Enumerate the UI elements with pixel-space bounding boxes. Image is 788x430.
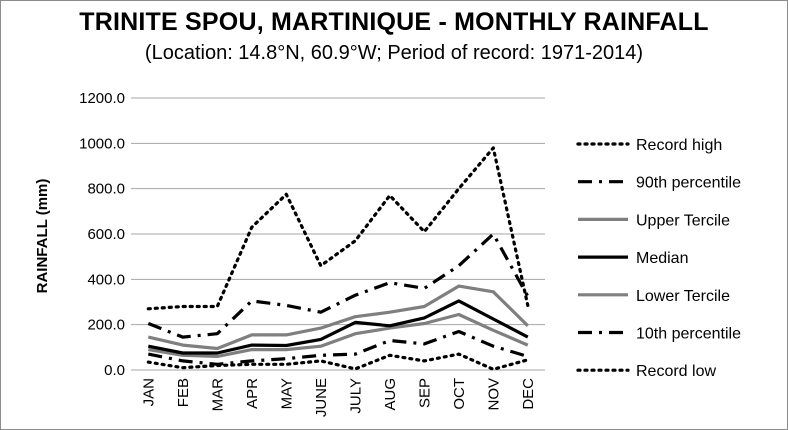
- y-tick-label: 200.0: [87, 317, 125, 334]
- legend-label: Record low: [636, 363, 716, 380]
- x-tick-label: FEB: [175, 378, 192, 407]
- x-tick-label: APR: [244, 378, 261, 409]
- y-tick-label: 0.0: [104, 362, 125, 379]
- gridlines: [131, 97, 545, 371]
- x-tick-label: MAR: [209, 378, 226, 412]
- x-tick-label: NOV: [485, 378, 502, 411]
- series-line-median: [147, 299, 529, 355]
- y-tick-label: 1200.0: [79, 90, 125, 107]
- legend-label: Upper Tercile: [636, 212, 730, 229]
- x-tick-label: JULY: [347, 378, 364, 414]
- x-axis-ticks: JAN FEB MAR APR MAY JUNE JULY AUG SEP OCT NOV DEC: [140, 378, 537, 417]
- legend-label: 90th percentile: [636, 175, 741, 192]
- x-tick-label: SEP: [416, 378, 433, 408]
- x-tick-label: MAY: [278, 378, 295, 409]
- series-line-upper-tercile: [147, 284, 529, 351]
- x-tick-label: OCT: [451, 378, 468, 410]
- series-line-90th-percentile: [147, 232, 530, 339]
- y-tick-label: 1000.0: [79, 135, 125, 152]
- legend-label: Median: [636, 250, 688, 267]
- chart-subtitle: (Location: 14.8°N, 60.9°W; Period of rec…: [144, 42, 644, 64]
- legend-label: Record high: [636, 137, 722, 154]
- x-tick-label: JUNE: [313, 378, 330, 417]
- legend-label: 10th percentile: [636, 326, 741, 343]
- y-tick-label: 600.0: [87, 226, 125, 243]
- series-line-record-high: [146, 146, 530, 311]
- x-tick-label: JAN: [140, 378, 157, 406]
- legend: Record high 90th percentile Upper Tercile M…: [576, 137, 741, 380]
- series-line-lower-tercile: [148, 312, 529, 358]
- x-tick-label: DEC: [520, 378, 537, 410]
- series-lines: [146, 146, 530, 371]
- y-axis-title: RAINFALL (mm): [34, 179, 51, 294]
- series-line-10th-percentile: [147, 329, 529, 366]
- y-tick-label: 400.0: [87, 271, 125, 288]
- chart-title: TRINITE SPOU, MARTINIQUE - MONTHLY RAINF…: [79, 8, 709, 36]
- y-axis-ticks: 0.0 200.0 400.0 600.0 800.0 1000.0 1200.0: [79, 90, 125, 379]
- y-tick-label: 800.0: [87, 181, 125, 198]
- legend-label: Lower Tercile: [636, 288, 730, 305]
- x-tick-label: AUG: [382, 378, 399, 411]
- series-line-record-low: [146, 352, 530, 371]
